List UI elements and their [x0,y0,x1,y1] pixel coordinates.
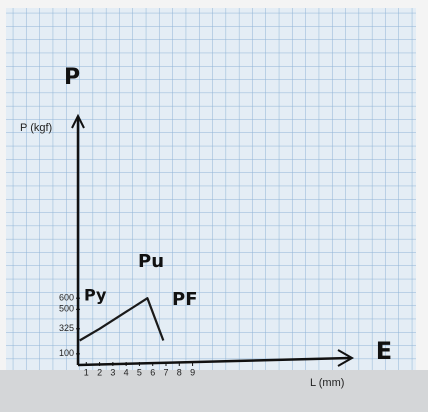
x-tick-label: 4 [124,367,129,377]
grid-paper [6,8,416,370]
annotation: Py [84,286,107,305]
chart: P P (kgf) E L (mm) 100 325 500600 123456789… [0,0,428,412]
x-tick-label: 7 [163,367,168,377]
x-tick-label: 2 [97,367,102,377]
x-axis-label: L (mm) [310,377,344,389]
x-tick-label: 3 [110,367,115,377]
x-axis-symbol: E [376,337,392,365]
x-tick-label: 9 [190,367,195,377]
y-tick-label: 100 [59,348,74,358]
y-axis-label: P (kgf) [20,122,52,134]
x-tick-label: 5 [137,367,142,377]
bottom-strip [0,370,428,412]
x-tick-label: 8 [177,367,182,377]
annotation: PF [172,289,198,310]
annotation: Pu [138,251,164,272]
x-tick-label: 1 [84,367,89,377]
y-tick-label: 600 [59,293,74,303]
x-tick-label: 6 [150,367,155,377]
y-tick-label: 325 [59,323,74,333]
y-tick-label: 500 [59,304,74,314]
y-axis-symbol: P [64,65,80,90]
